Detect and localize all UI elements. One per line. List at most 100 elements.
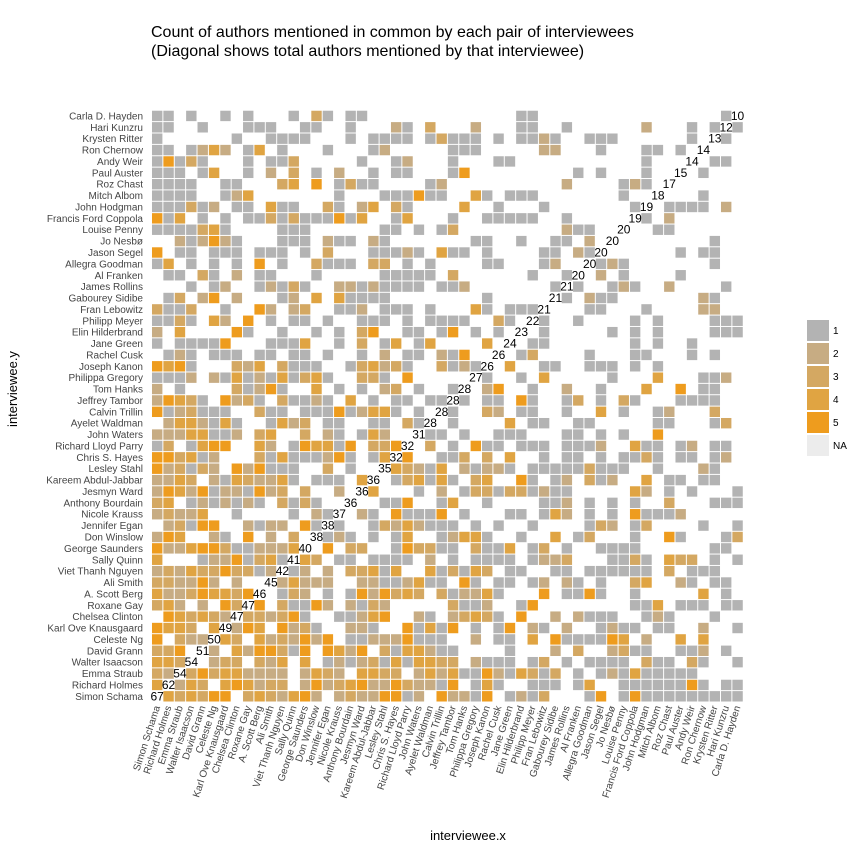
y-tick-label: Jane Green: [91, 339, 143, 350]
heatmap-cell: [686, 201, 698, 213]
heatmap-cell: [334, 190, 345, 201]
heatmap-cell: [254, 565, 265, 577]
heatmap-cell: [675, 395, 686, 406]
heatmap-cell: [698, 395, 709, 406]
y-tick-label: Chelsea Clinton: [72, 612, 143, 623]
heatmap-cell: [550, 144, 561, 156]
heatmap-cell: [334, 691, 345, 702]
heatmap-cell: [356, 349, 368, 361]
heatmap-cell: [311, 122, 322, 133]
y-tick-label: Jeffrey Tambor: [77, 396, 143, 407]
heatmap-cell: [254, 372, 265, 383]
heatmap-cell: [299, 577, 311, 588]
heatmap-cell: [402, 543, 413, 554]
heatmap-cell: [584, 509, 595, 520]
heatmap-cell: [174, 201, 186, 213]
heatmap-cell: [163, 270, 174, 281]
heatmap-cell: [379, 452, 390, 463]
heatmap-cell: [163, 600, 174, 611]
heatmap-cell: [436, 486, 447, 497]
diagonal-total-label: 36: [367, 473, 381, 487]
heatmap-cell: [527, 338, 538, 349]
heatmap-cell: [504, 156, 516, 167]
heatmap-cell: [436, 588, 447, 600]
heatmap-cell: [504, 190, 516, 201]
heatmap-cell: [538, 417, 550, 429]
heatmap-cell: [322, 634, 334, 645]
heatmap-cell: [504, 691, 516, 702]
heatmap-cell: [288, 577, 299, 588]
heatmap-cell: [402, 213, 413, 224]
heatmap-cell: [413, 656, 425, 668]
heatmap-cell: [504, 554, 516, 565]
heatmap-cell: [482, 474, 493, 486]
heatmap-cell: [277, 543, 288, 554]
heatmap-cell: [538, 577, 550, 588]
heatmap-cell: [641, 520, 652, 531]
heatmap-cell: [425, 429, 436, 440]
heatmap-cell: [163, 224, 174, 235]
heatmap-cell: [641, 452, 652, 463]
heatmap-cell: [368, 656, 379, 668]
heatmap-cell: [254, 543, 265, 554]
heatmap-cell: [573, 224, 584, 235]
heatmap-cell: [459, 395, 470, 406]
heatmap-cell: [277, 258, 288, 270]
heatmap-cell: [516, 190, 527, 201]
heatmap-cell: [174, 338, 186, 349]
heatmap-cell: [186, 395, 197, 406]
heatmap-cell: [709, 565, 721, 577]
heatmap-cell: [413, 383, 425, 395]
heatmap-cell: [538, 691, 550, 702]
heatmap-cell: [698, 304, 709, 315]
heatmap-cell: [732, 691, 743, 702]
heatmap-cell: [220, 144, 231, 156]
heatmap-cell: [334, 520, 345, 531]
heatmap-cell: [299, 656, 311, 668]
heatmap-cell: [402, 463, 413, 474]
heatmap-cell: [709, 315, 721, 326]
heatmap-cell: [561, 565, 573, 577]
heatmap-cell: [197, 509, 208, 520]
heatmap-cell: [334, 440, 345, 452]
heatmap-cell: [402, 361, 413, 372]
heatmap-cell: [402, 156, 413, 167]
heatmap-cell: [163, 361, 174, 372]
heatmap-cell: [629, 440, 641, 452]
heatmap-cell: [720, 201, 732, 213]
heatmap-cell: [186, 668, 197, 679]
heatmap-cell: [163, 520, 174, 531]
heatmap-cell: [265, 270, 277, 281]
heatmap-cell: [311, 326, 322, 338]
heatmap-cell: [163, 474, 174, 486]
heatmap-cell: [470, 554, 482, 565]
heatmap-cell: [675, 600, 686, 611]
heatmap-cell: [277, 679, 288, 691]
heatmap-cell: [573, 167, 584, 179]
heatmap-cell: [186, 634, 197, 645]
heatmap-cell: [720, 588, 732, 600]
heatmap-cell: [265, 463, 277, 474]
heatmap-cell: [709, 292, 721, 304]
diagonal-total-labels: 6762545451504947474645424140383837363636…: [151, 109, 745, 703]
heatmap-cell: [299, 315, 311, 326]
heatmap-cell: [151, 429, 163, 440]
heatmap-cell: [436, 452, 447, 463]
heatmap-cell: [334, 338, 345, 349]
heatmap-cell: [243, 190, 254, 201]
heatmap-cell: [288, 691, 299, 702]
heatmap-cell: [720, 645, 732, 656]
heatmap-cell: [470, 543, 482, 554]
heatmap-cell: [447, 611, 459, 622]
heatmap-cell: [334, 292, 345, 304]
heatmap-cell: [243, 531, 254, 543]
heatmap-cell: [174, 179, 186, 190]
heatmap-cell: [151, 565, 163, 577]
heatmap-cell: [243, 213, 254, 224]
heatmap-cell: [504, 622, 516, 634]
heatmap-cell: [595, 304, 607, 315]
heatmap-cell: [265, 656, 277, 668]
heatmap-cell: [151, 144, 163, 156]
heatmap-cell: [402, 304, 413, 315]
heatmap-cell: [493, 543, 504, 554]
